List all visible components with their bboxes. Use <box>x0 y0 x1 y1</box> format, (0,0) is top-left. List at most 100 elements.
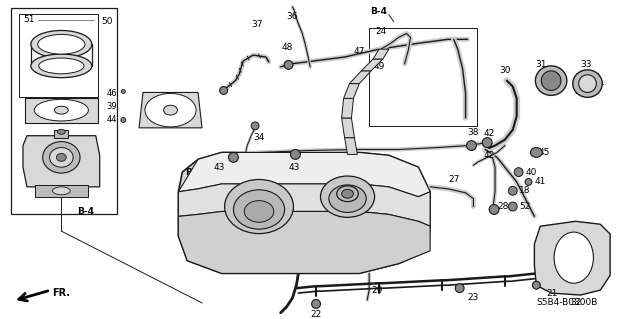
Text: B-4: B-4 <box>77 207 95 216</box>
Bar <box>11 8 117 214</box>
Text: 23: 23 <box>468 293 479 301</box>
Text: FR.: FR. <box>52 288 70 298</box>
Text: 47: 47 <box>354 47 365 56</box>
Polygon shape <box>344 138 357 154</box>
Ellipse shape <box>122 90 125 93</box>
Bar <box>54 130 68 138</box>
Ellipse shape <box>531 147 542 157</box>
Polygon shape <box>362 59 383 71</box>
Text: 19: 19 <box>349 185 360 194</box>
Ellipse shape <box>31 54 92 78</box>
Text: 34: 34 <box>253 133 265 142</box>
Polygon shape <box>349 71 371 84</box>
Text: 39: 39 <box>106 102 117 111</box>
Ellipse shape <box>35 99 88 121</box>
Text: 48: 48 <box>282 43 293 52</box>
Text: 52: 52 <box>519 202 531 211</box>
Ellipse shape <box>312 300 321 308</box>
Ellipse shape <box>541 71 561 91</box>
Ellipse shape <box>225 180 294 234</box>
Ellipse shape <box>532 281 540 289</box>
Ellipse shape <box>234 190 285 229</box>
Text: 18: 18 <box>519 186 531 195</box>
Ellipse shape <box>52 187 70 195</box>
Text: 24: 24 <box>375 27 387 36</box>
Text: 31: 31 <box>536 60 547 70</box>
Text: 46: 46 <box>106 89 117 98</box>
Polygon shape <box>344 84 359 98</box>
Ellipse shape <box>483 138 492 147</box>
Text: 43: 43 <box>289 163 300 172</box>
Text: 21: 21 <box>547 289 558 298</box>
Ellipse shape <box>508 186 517 195</box>
Text: 44: 44 <box>106 115 116 124</box>
Text: 27: 27 <box>448 175 460 184</box>
Ellipse shape <box>467 141 476 151</box>
Ellipse shape <box>508 202 517 211</box>
Polygon shape <box>179 211 430 273</box>
Polygon shape <box>25 98 98 123</box>
Polygon shape <box>35 185 88 197</box>
Polygon shape <box>179 152 430 273</box>
Text: 38: 38 <box>468 128 479 137</box>
Text: B-4: B-4 <box>186 167 203 177</box>
Ellipse shape <box>291 150 300 159</box>
Ellipse shape <box>329 185 366 212</box>
Ellipse shape <box>554 232 593 283</box>
Text: 29: 29 <box>371 286 383 295</box>
Text: 22: 22 <box>310 310 322 319</box>
Text: 41: 41 <box>534 177 546 186</box>
Ellipse shape <box>38 34 85 54</box>
Text: 42: 42 <box>484 129 495 138</box>
Ellipse shape <box>342 189 353 198</box>
Ellipse shape <box>489 204 499 214</box>
Text: S5B4-B0300B: S5B4-B0300B <box>536 298 598 308</box>
Ellipse shape <box>58 129 65 134</box>
Polygon shape <box>179 152 430 197</box>
Ellipse shape <box>573 70 602 97</box>
Ellipse shape <box>31 31 92 58</box>
Ellipse shape <box>220 86 228 94</box>
Ellipse shape <box>145 93 196 127</box>
Ellipse shape <box>54 106 68 114</box>
Ellipse shape <box>514 168 523 176</box>
Polygon shape <box>179 184 430 226</box>
Ellipse shape <box>121 117 126 122</box>
Polygon shape <box>534 221 610 295</box>
Ellipse shape <box>251 122 259 130</box>
Polygon shape <box>23 136 100 187</box>
Bar <box>19 14 98 97</box>
Polygon shape <box>342 118 355 138</box>
Ellipse shape <box>39 58 84 74</box>
Text: 32: 32 <box>570 298 581 308</box>
Ellipse shape <box>164 105 177 115</box>
Ellipse shape <box>244 201 274 222</box>
Text: 30: 30 <box>499 66 511 75</box>
Text: 36: 36 <box>287 12 298 21</box>
Polygon shape <box>373 49 389 59</box>
Ellipse shape <box>56 153 67 161</box>
Ellipse shape <box>228 152 238 162</box>
Text: 40: 40 <box>526 167 537 177</box>
Text: 37: 37 <box>252 20 263 29</box>
Text: 51: 51 <box>23 15 35 24</box>
Polygon shape <box>342 98 353 118</box>
Bar <box>369 27 477 126</box>
Text: 49: 49 <box>373 63 385 71</box>
Ellipse shape <box>43 142 80 173</box>
Ellipse shape <box>525 179 532 185</box>
Text: 33: 33 <box>580 60 591 70</box>
Ellipse shape <box>284 61 293 69</box>
Ellipse shape <box>49 147 73 167</box>
Text: 43: 43 <box>214 163 225 172</box>
Ellipse shape <box>455 284 464 293</box>
Text: B-4: B-4 <box>371 7 387 16</box>
Ellipse shape <box>337 186 358 202</box>
Polygon shape <box>139 93 202 128</box>
Ellipse shape <box>321 176 374 217</box>
Ellipse shape <box>536 66 567 95</box>
Text: 42: 42 <box>484 151 495 160</box>
Text: 28: 28 <box>497 202 509 211</box>
Ellipse shape <box>579 75 596 93</box>
Text: 50: 50 <box>101 17 113 26</box>
